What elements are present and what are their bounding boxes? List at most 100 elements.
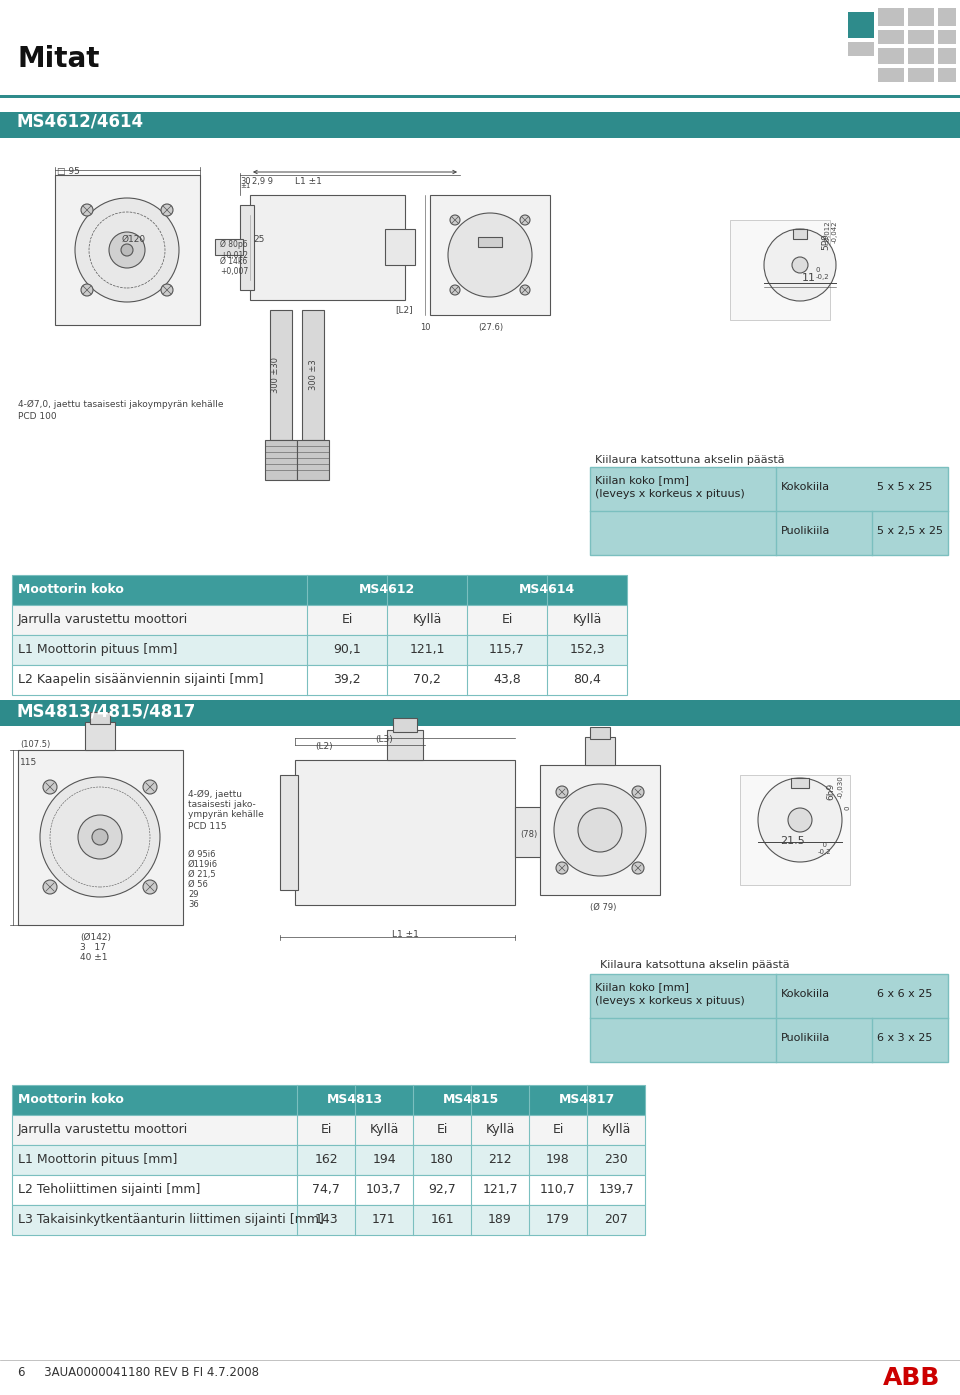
Text: (leveys x korkeus x pituus): (leveys x korkeus x pituus) [595, 996, 745, 1006]
Text: Ø120: Ø120 [122, 234, 146, 244]
Text: 40 ±1: 40 ±1 [80, 953, 108, 963]
Bar [12, 665, 627, 695]
Text: (107.5): (107.5) [20, 739, 50, 749]
Text: PCD 115: PCD 115 [188, 822, 227, 831]
Bar [908, 31, 934, 45]
Circle shape [75, 198, 179, 301]
Text: 179: 179 [546, 1214, 570, 1226]
Text: 152,3: 152,3 [569, 643, 605, 656]
Text: MS4813: MS4813 [327, 1094, 383, 1106]
Bar [12, 1205, 645, 1235]
Text: 115: 115 [20, 757, 37, 767]
Bar [0, 700, 960, 725]
Circle shape [758, 778, 842, 862]
Text: Puolikiila: Puolikiila [781, 526, 830, 536]
Bar [387, 730, 423, 760]
Text: 143: 143 [314, 1214, 338, 1226]
Circle shape [161, 285, 173, 296]
Bar [878, 47, 904, 64]
Text: Ø119i6: Ø119i6 [188, 859, 218, 869]
Circle shape [450, 215, 460, 225]
Text: □ 95: □ 95 [57, 167, 80, 176]
Circle shape [556, 862, 568, 875]
Circle shape [43, 780, 57, 794]
Bar [938, 47, 956, 64]
Text: L1 ±1: L1 ±1 [392, 930, 419, 939]
Bar [55, 174, 200, 325]
Text: MS4612: MS4612 [359, 583, 415, 596]
Text: 25: 25 [253, 234, 264, 244]
Text: 6h9: 6h9 [826, 783, 835, 799]
Text: 121,7: 121,7 [482, 1183, 517, 1196]
Bar [938, 31, 956, 45]
Text: Ei: Ei [552, 1123, 564, 1136]
Text: Ei: Ei [321, 1123, 332, 1136]
Text: 161: 161 [430, 1214, 454, 1226]
Bar [385, 229, 415, 265]
Text: Ei: Ei [436, 1123, 447, 1136]
Bar [12, 1115, 645, 1145]
Text: -0,030: -0,030 [838, 776, 844, 798]
Text: 115,7: 115,7 [490, 643, 525, 656]
Text: 92,7: 92,7 [428, 1183, 456, 1196]
Text: Kyllä: Kyllä [486, 1123, 515, 1136]
Text: tasaisesti jako-: tasaisesti jako- [188, 799, 255, 809]
Circle shape [450, 285, 460, 294]
Text: 30: 30 [240, 177, 251, 186]
Text: 5P9: 5P9 [821, 233, 830, 250]
Circle shape [161, 204, 173, 216]
Circle shape [40, 777, 160, 897]
Text: 139,7: 139,7 [598, 1183, 634, 1196]
Circle shape [143, 780, 157, 794]
Text: Puolikiila: Puolikiila [781, 1034, 830, 1043]
Text: -0,012
-0,042: -0,012 -0,042 [825, 220, 838, 243]
Bar [848, 42, 874, 56]
Text: 5 x 5 x 25: 5 x 5 x 25 [877, 483, 932, 492]
Text: 43,8: 43,8 [493, 672, 521, 686]
Text: Kyllä: Kyllä [370, 1123, 398, 1136]
Circle shape [121, 244, 133, 257]
Bar [590, 467, 948, 555]
Circle shape [81, 285, 93, 296]
Circle shape [764, 229, 836, 301]
Circle shape [792, 257, 808, 273]
Text: 300 ±3: 300 ±3 [308, 360, 318, 391]
Text: 121,1: 121,1 [409, 643, 444, 656]
Text: Ø 14k6
+0,007: Ø 14k6 +0,007 [220, 257, 249, 276]
Text: Kyllä: Kyllä [572, 612, 602, 626]
Bar [938, 8, 956, 27]
Bar [478, 237, 502, 247]
Bar [590, 974, 948, 1062]
Text: 212: 212 [489, 1154, 512, 1166]
Text: 0: 0 [844, 805, 850, 810]
Circle shape [109, 232, 145, 268]
Text: Kiilaura katsottuna akselin päästä: Kiilaura katsottuna akselin päästä [595, 455, 784, 465]
Text: Kiilan koko [mm]: Kiilan koko [mm] [595, 982, 689, 992]
Bar [250, 195, 405, 300]
Text: Kokokiila: Kokokiila [781, 483, 830, 492]
Text: 207: 207 [604, 1214, 628, 1226]
Bar [297, 439, 329, 480]
Text: ±1: ±1 [240, 183, 251, 188]
Bar [908, 68, 934, 82]
Bar [280, 776, 298, 890]
Bar [12, 635, 627, 665]
Text: MS4813/4815/4817: MS4813/4815/4817 [16, 702, 196, 720]
Text: 11: 11 [802, 273, 816, 283]
Text: 10: 10 [420, 324, 430, 332]
Circle shape [520, 215, 530, 225]
Circle shape [92, 829, 108, 845]
Text: L2 Teholiittimen sijainti [mm]: L2 Teholiittimen sijainti [mm] [18, 1183, 201, 1196]
Bar [0, 112, 960, 138]
Text: 198: 198 [546, 1154, 570, 1166]
Text: 29: 29 [188, 890, 199, 898]
Text: 4-Ø7,0, jaettu tasaisesti jakoympyrän kehälle: 4-Ø7,0, jaettu tasaisesti jakoympyrän ke… [18, 400, 224, 409]
Bar [938, 68, 956, 82]
Text: Ø 56: Ø 56 [188, 880, 208, 889]
Text: 171: 171 [372, 1214, 396, 1226]
Text: L1 Moottorin pituus [mm]: L1 Moottorin pituus [mm] [18, 643, 178, 656]
Text: MS4614: MS4614 [518, 583, 575, 596]
Bar [791, 778, 809, 788]
Bar [848, 13, 874, 38]
Text: Kyllä: Kyllä [601, 1123, 631, 1136]
